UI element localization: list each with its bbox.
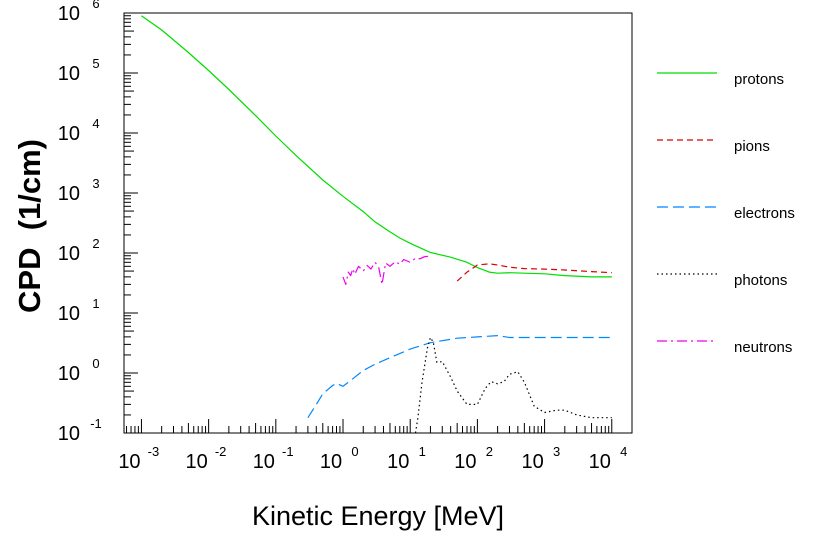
x-tick-label: 10 xyxy=(186,451,208,473)
y-tick-label-exponent: 2 xyxy=(92,236,99,251)
series-line-photons xyxy=(414,336,612,434)
y-tick-label-exponent: 4 xyxy=(92,116,99,131)
x-axis-title: Kinetic Energy [MeV] xyxy=(252,501,504,531)
y-tick-label-exponent: 0 xyxy=(92,356,99,371)
axis-ticks xyxy=(124,12,633,434)
x-tick-label-exponent: -2 xyxy=(215,444,227,459)
y-tick-label-exponent: 5 xyxy=(92,56,99,71)
x-tick-label-exponent: 4 xyxy=(620,444,627,459)
x-tick-label: 10 xyxy=(521,451,543,473)
legend-label-neutrons: neutrons xyxy=(734,339,792,356)
y-tick-label: 10 xyxy=(58,63,80,85)
legend-label-protons: protons xyxy=(734,71,784,88)
y-tick-label-exponent: 1 xyxy=(92,296,99,311)
tick-labels: 10 -3 10 -2 10 -1 10 0 10 1 10 2 10 3 10 4 10 -1 10 0 10 1 10 2… xyxy=(58,0,628,473)
x-tick-label-exponent: -3 xyxy=(148,444,160,459)
x-tick-label-exponent: 1 xyxy=(419,444,426,459)
legend: protons pions electrons photons neutrons xyxy=(657,71,795,356)
x-tick-label: 10 xyxy=(253,451,275,473)
plot-frame xyxy=(123,12,633,434)
legend-label-pions: pions xyxy=(734,138,770,155)
y-tick-label: 10 xyxy=(58,423,80,445)
y-tick-label-exponent: 3 xyxy=(92,176,99,191)
y-tick-label: 10 xyxy=(58,243,80,265)
x-tick-label: 10 xyxy=(454,451,476,473)
y-tick-label: 10 xyxy=(58,123,80,145)
series-line-neutrons xyxy=(342,255,431,285)
x-tick-label-exponent: 0 xyxy=(351,444,358,459)
legend-label-photons: photons xyxy=(734,272,787,289)
series-line-protons xyxy=(141,15,612,278)
series-lines xyxy=(141,15,612,434)
x-tick-label-exponent: 2 xyxy=(486,444,493,459)
x-tick-label: 10 xyxy=(320,451,342,473)
y-tick-label: 10 xyxy=(58,303,80,325)
x-tick-label-exponent: -1 xyxy=(282,444,294,459)
series-line-pions xyxy=(456,263,612,282)
legend-label-electrons: electrons xyxy=(734,205,795,222)
x-tick-label-exponent: 3 xyxy=(553,444,560,459)
x-tick-label: 10 xyxy=(589,451,611,473)
y-tick-label-exponent: -1 xyxy=(90,416,102,431)
y-tick-label: 10 xyxy=(58,3,80,25)
y-axis-title: CPD (1/cm) xyxy=(12,139,47,313)
series-line-electrons xyxy=(307,335,612,419)
y-tick-label: 10 xyxy=(58,363,80,385)
y-tick-label-exponent: 6 xyxy=(92,0,99,11)
y-tick-label: 10 xyxy=(58,183,80,205)
x-tick-label: 10 xyxy=(387,451,409,473)
x-tick-label: 10 xyxy=(118,451,140,473)
